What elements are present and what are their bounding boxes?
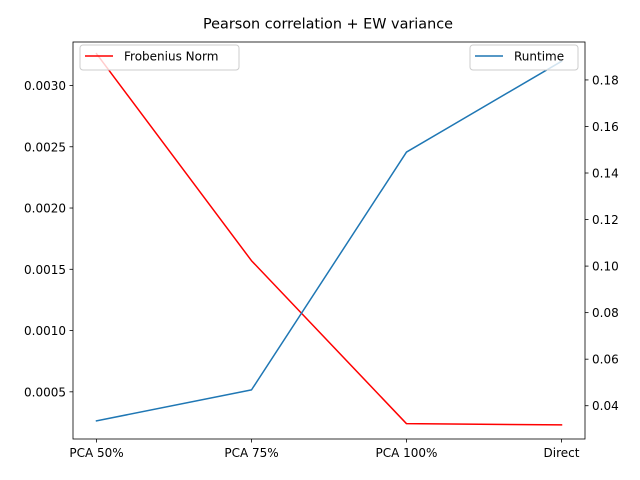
x-tick-label: Direct [544, 446, 580, 460]
right-y-tick-label: 0.06 [592, 353, 619, 367]
legend-left-box [79, 44, 240, 71]
legend-right-box [469, 44, 579, 71]
chart-title: Pearson correlation + EW variance [203, 17, 453, 33]
right-y-tick-label: 0.14 [592, 167, 619, 181]
series-line-frobenius-norm [95, 52, 563, 426]
legend-left-label: Frobenius Norm [124, 50, 218, 64]
x-tick-label: PCA 100% [376, 446, 438, 460]
left-y-tick-label: 0.0025 [24, 140, 66, 154]
series-line-runtime [95, 60, 563, 422]
x-tick-label: PCA 50% [69, 446, 123, 460]
left-y-tick-label: 0.0010 [24, 324, 66, 338]
right-y-tick-label: 0.08 [592, 306, 619, 320]
legend-right-label: Runtime [514, 50, 564, 64]
right-y-axis-ticks: 0.04 0.06 0.08 0.10 0.12 0.14 0.16 0.18 [585, 73, 619, 413]
right-y-tick-label: 0.16 [592, 120, 619, 134]
left-y-tick-label: 0.0030 [24, 79, 66, 93]
x-tick-label: PCA 75% [224, 446, 278, 460]
left-y-axis-ticks: 0.0005 0.0010 0.0015 0.0020 0.0025 0.0030 [24, 79, 73, 399]
left-y-tick-label: 0.0020 [24, 202, 66, 216]
right-y-tick-label: 0.04 [592, 399, 619, 413]
legend-right: Runtime [469, 44, 579, 71]
series-layer [95, 52, 563, 426]
left-y-tick-label: 0.0005 [24, 385, 66, 399]
legend-left: Frobenius Norm [79, 44, 240, 71]
plot-area-frame [72, 41, 586, 440]
right-y-tick-label: 0.10 [592, 260, 619, 274]
right-y-tick-label: 0.12 [592, 213, 619, 227]
left-y-tick-label: 0.0015 [24, 263, 66, 277]
right-y-tick-label: 0.18 [592, 73, 619, 87]
x-axis-ticks: PCA 50% PCA 75% PCA 100% Direct [69, 439, 580, 460]
